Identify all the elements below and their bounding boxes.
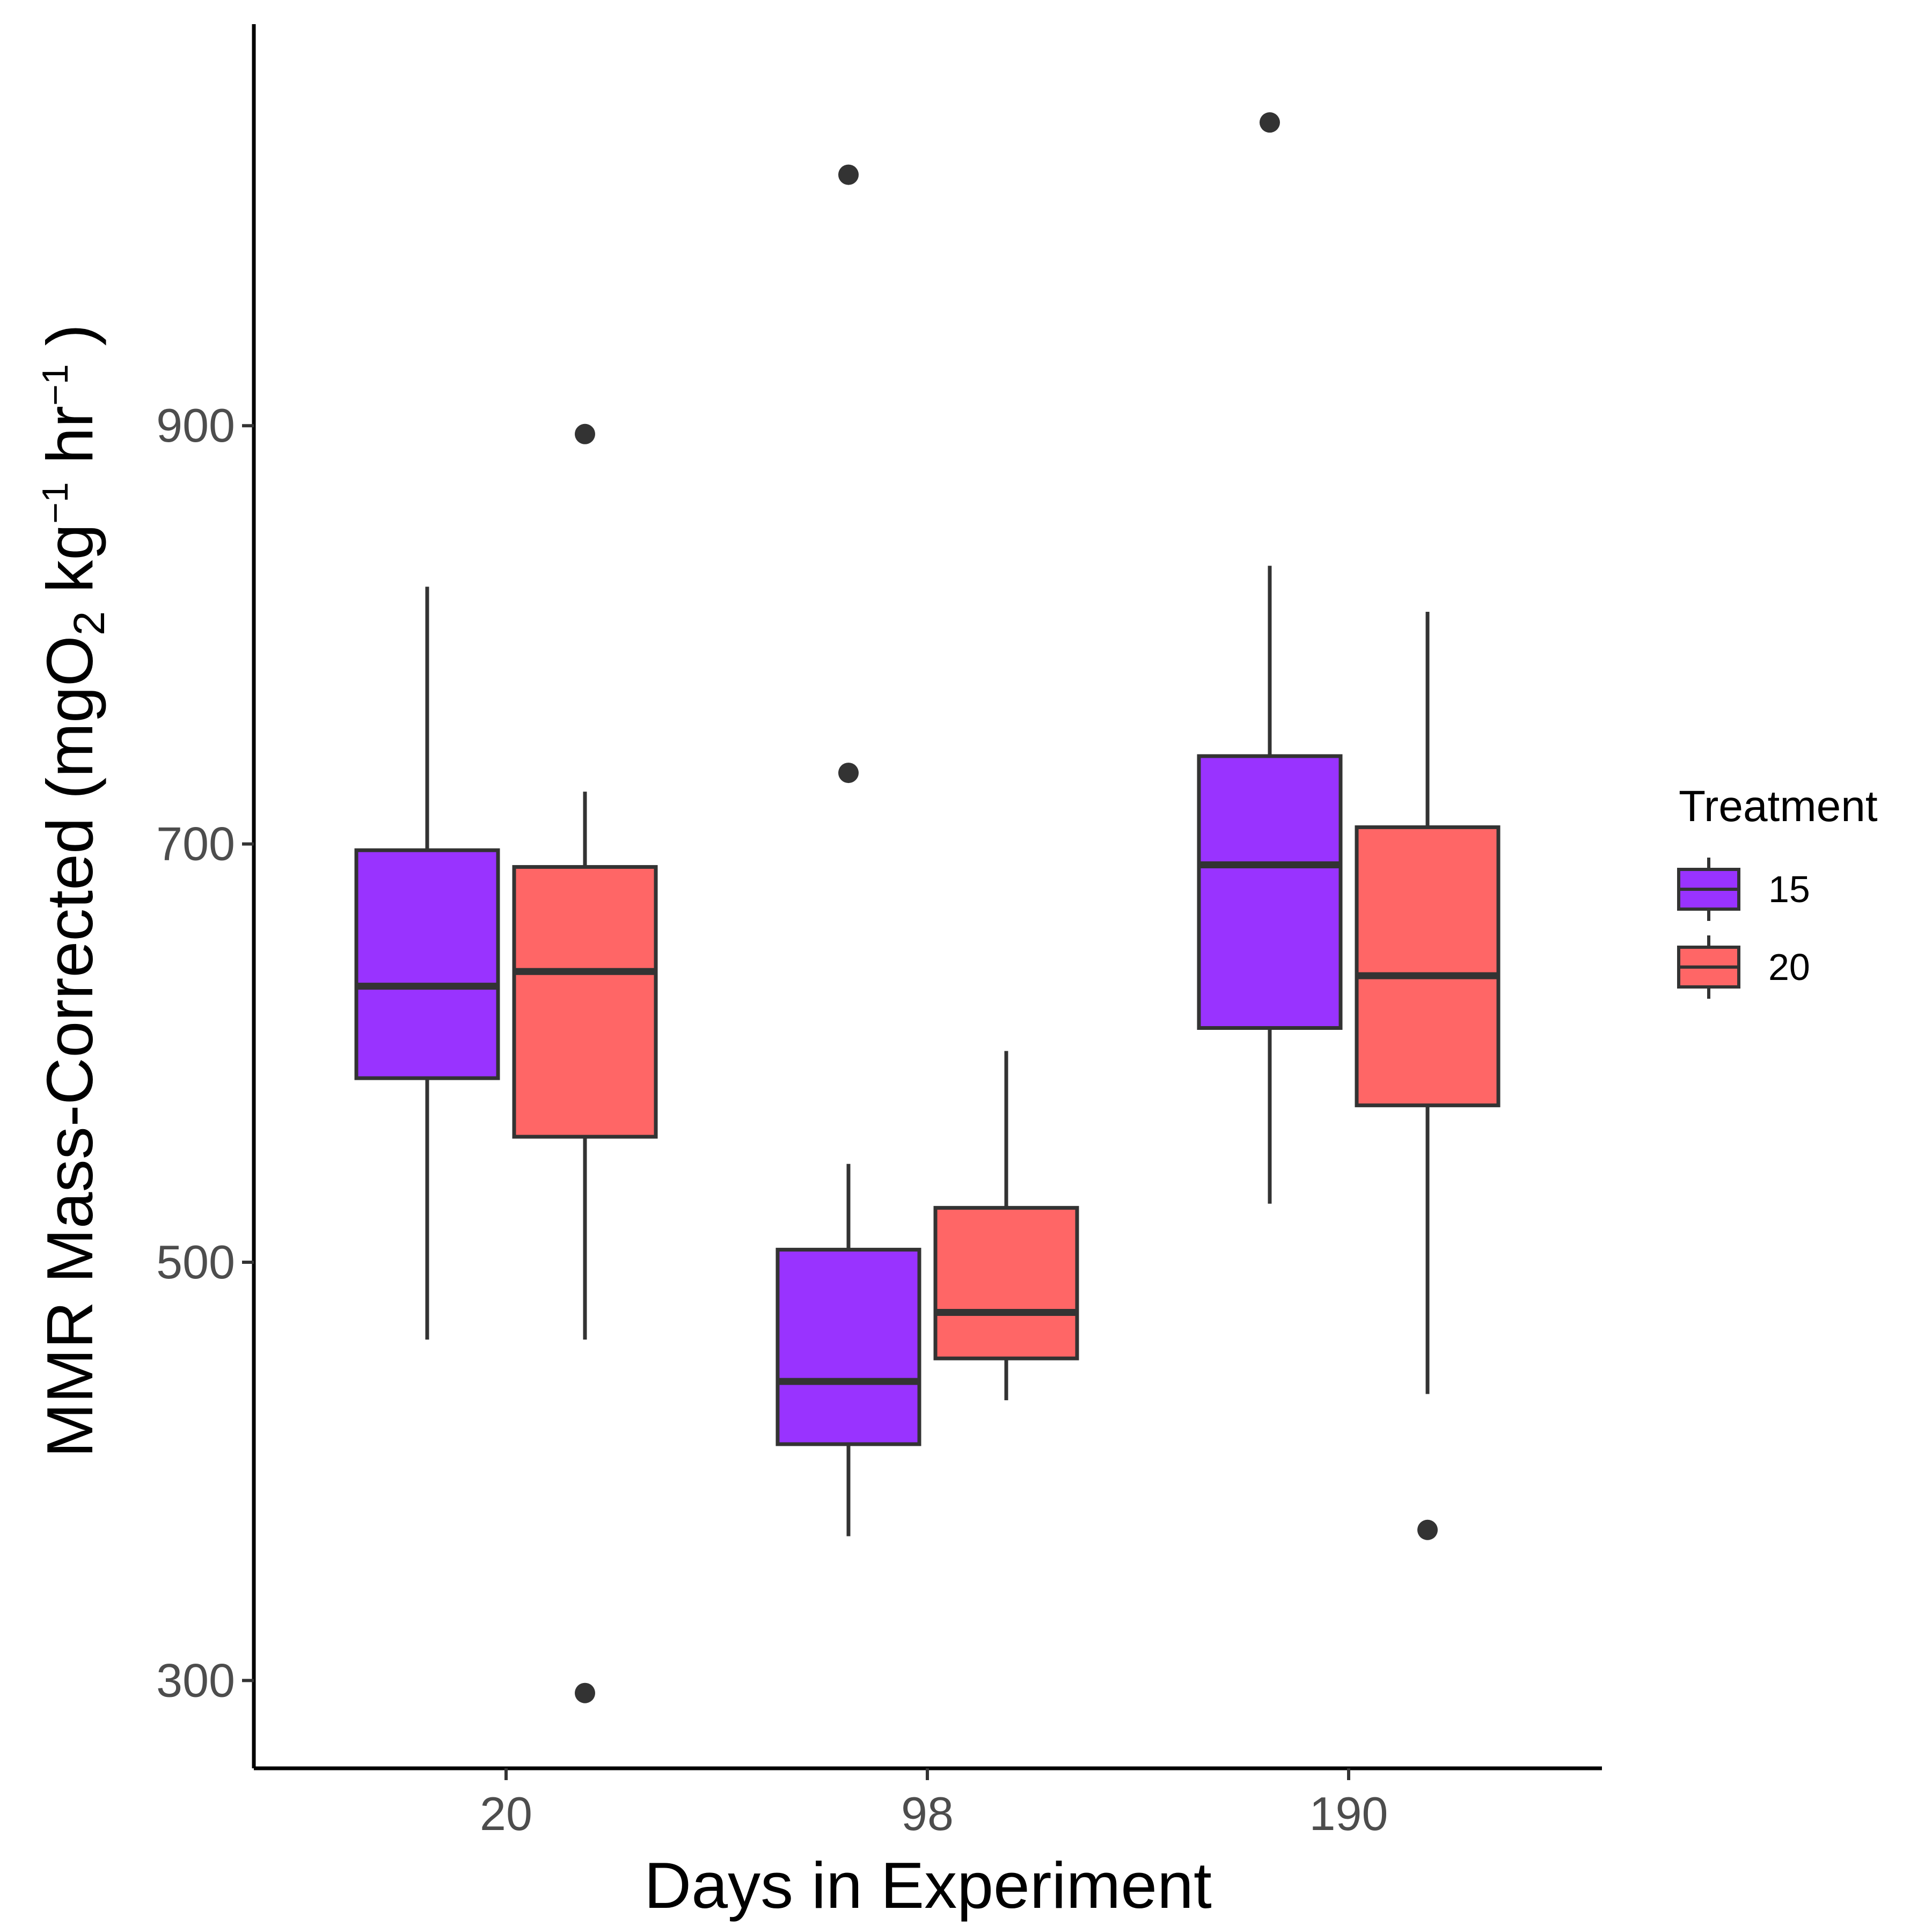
x-axis-title: Days in Experiment (644, 1849, 1212, 1922)
y-axis-title-part: kg (33, 524, 106, 611)
y-axis-title-part: MMR Mass-Corrected (mgO (33, 635, 106, 1458)
legend-label: 15 (1768, 868, 1810, 910)
legend-label: 20 (1768, 946, 1810, 988)
box-iqr (1197, 754, 1343, 1030)
y-axis-title-part: −1 (35, 482, 76, 524)
legend-item-20: 20 (1677, 935, 1810, 999)
outlier-point (1417, 1519, 1438, 1540)
x-tick-label: 98 (901, 1787, 954, 1840)
legend-title: Treatment (1679, 782, 1878, 831)
box-15-20 (354, 587, 500, 1340)
box-20-98 (933, 1051, 1079, 1401)
box-marks (354, 112, 1501, 1703)
outlier-point (575, 1682, 595, 1703)
y-axis-title-part: −1 (35, 364, 76, 406)
x-tick-label: 190 (1309, 1787, 1388, 1840)
box-15-190 (1197, 112, 1343, 1204)
box-iqr (775, 1248, 921, 1446)
y-tick-label: 700 (156, 817, 235, 870)
y-axis-ticks: 300 500 700 900 (156, 399, 254, 1707)
box-iqr (933, 1206, 1079, 1360)
outlier-point (1260, 112, 1280, 133)
x-tick-label: 20 (480, 1787, 532, 1840)
box-15-98 (775, 164, 921, 1536)
y-axis-title-part: 2 (65, 611, 114, 636)
outlier-point (575, 423, 595, 444)
y-tick-label: 900 (156, 399, 235, 452)
outlier-point (838, 763, 859, 784)
legend: Treatment 15 20 (1677, 782, 1878, 999)
box-iqr (512, 865, 658, 1139)
outlier-point (838, 164, 859, 185)
y-axis-title: MMR Mass-Corrected (mgO2 kg−1 hr−1 ) (33, 324, 114, 1458)
box-iqr (354, 848, 500, 1080)
y-axis-title-part: ) (33, 324, 106, 364)
y-axis-title-part: hr (33, 406, 106, 482)
box-20-190 (1355, 612, 1501, 1540)
legend-item-15: 15 (1677, 858, 1810, 921)
x-axis-ticks: 20 98 190 (480, 1768, 1388, 1840)
y-tick-label: 500 (156, 1235, 235, 1289)
box-iqr (1355, 825, 1501, 1108)
box-20-20 (512, 423, 658, 1703)
y-tick-label: 300 (156, 1653, 235, 1707)
